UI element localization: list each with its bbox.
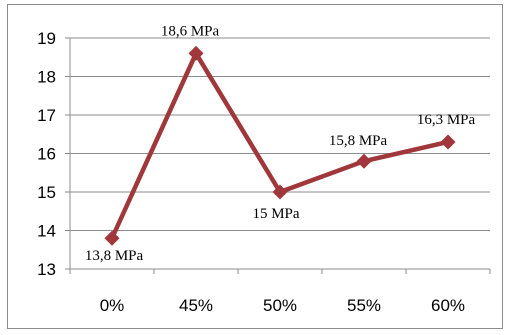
y-tick-label: 19	[37, 29, 56, 48]
data-label: 16,3 MPa	[417, 112, 476, 128]
data-label: 18,6 MPa	[161, 23, 220, 39]
y-tick-label: 16	[37, 145, 56, 164]
y-tick-label: 13	[37, 260, 56, 279]
y-tick-label: 17	[37, 106, 56, 125]
data-point-marker	[356, 153, 372, 169]
data-point-marker	[440, 134, 456, 150]
y-tick-label: 15	[37, 183, 56, 202]
data-label: 15,8 MPa	[329, 133, 388, 149]
chart-frame	[7, 4, 503, 329]
data-label: 15 MPa	[252, 206, 299, 222]
x-tick-label: 55%	[347, 296, 381, 315]
x-tick-label: 60%	[431, 296, 465, 315]
y-tick-label: 18	[37, 68, 56, 87]
y-tick-label: 14	[37, 222, 56, 241]
x-tick-label: 50%	[263, 296, 297, 315]
data-point-marker	[188, 45, 204, 61]
data-point-marker	[104, 230, 120, 246]
data-point-marker	[272, 184, 288, 200]
x-tick-label: 0%	[100, 296, 125, 315]
x-tick-label: 45%	[179, 296, 213, 315]
data-label: 13,8 MPa	[85, 248, 144, 264]
